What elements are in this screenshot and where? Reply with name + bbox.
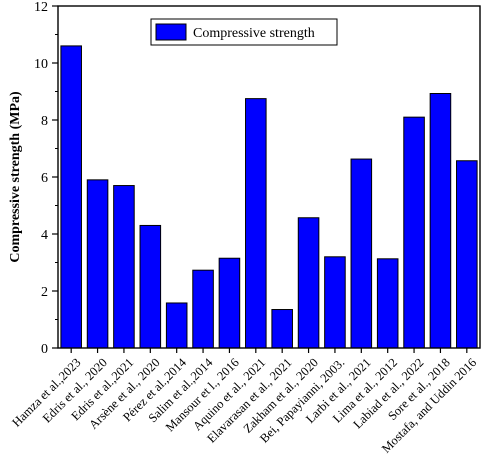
- y-tick-label: 10: [34, 57, 48, 72]
- bar: [86, 179, 109, 349]
- bar: [113, 185, 135, 349]
- bar: [139, 224, 162, 349]
- bar: [271, 309, 293, 349]
- bar: [60, 45, 82, 349]
- y-tick-label: 0: [41, 342, 48, 357]
- bar: [245, 98, 267, 349]
- bar: [350, 158, 373, 349]
- bar: [218, 257, 241, 349]
- bars-group: [60, 45, 478, 349]
- y-tick-label: 2: [41, 285, 48, 300]
- bar: [456, 160, 478, 349]
- bar: [324, 256, 346, 349]
- bar: [403, 116, 425, 349]
- bar: [165, 302, 188, 349]
- bar: [429, 93, 452, 349]
- y-tick-label: 12: [34, 0, 48, 15]
- bar: [376, 258, 399, 349]
- legend-swatch: [155, 23, 187, 41]
- legend-label: Compressive strength: [193, 26, 315, 41]
- y-tick-label: 8: [41, 114, 48, 129]
- y-ticks-group: 0 2 4 6 8 10 12: [34, 0, 58, 357]
- bar: [192, 269, 214, 349]
- y-tick-label: 4: [41, 228, 48, 243]
- y-tick-label: 6: [41, 171, 48, 186]
- legend: Compressive strength: [150, 18, 338, 46]
- y-axis-title: Compressive strength (MPa): [8, 91, 23, 263]
- bar: [297, 217, 320, 349]
